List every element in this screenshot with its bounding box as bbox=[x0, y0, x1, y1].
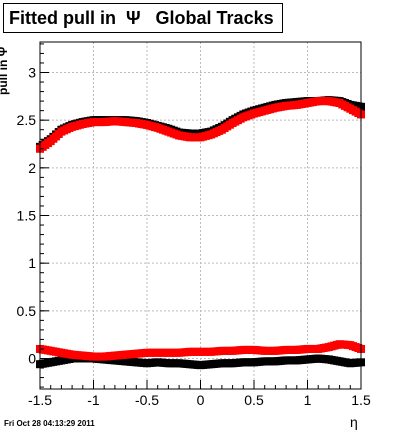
x-tick-label: 1 bbox=[304, 392, 312, 408]
x-tick-label: 0.5 bbox=[244, 392, 264, 408]
series-layer bbox=[36, 96, 365, 370]
x-tick-label: -0.5 bbox=[135, 392, 159, 408]
y-tick-label: 1.5 bbox=[17, 208, 37, 224]
x-tick-label: -1.5 bbox=[28, 392, 52, 408]
axis-ticks: -1.5 -1 -0.5 0 0.5 1 1.5 0 0.5 1 1.5 2 2.5 3 bbox=[17, 43, 371, 408]
y-tick-label: 2 bbox=[28, 160, 36, 176]
x-axis-label: η bbox=[350, 414, 358, 430]
y-tick-label: 3 bbox=[28, 65, 36, 81]
y-tick-label: 0 bbox=[28, 350, 36, 366]
y-tick-label: 1 bbox=[28, 255, 36, 271]
x-tick-label: -1 bbox=[87, 392, 100, 408]
x-tick-label: 1.5 bbox=[351, 392, 371, 408]
title-box: Fitted pull in Ψ Global Tracks bbox=[3, 3, 283, 33]
grid bbox=[39, 42, 362, 389]
series-3 bbox=[36, 340, 365, 361]
y-tick-label: 2.5 bbox=[17, 112, 37, 128]
x-tick-label: 0 bbox=[197, 392, 205, 408]
chart-title: Fitted pull in Ψ Global Tracks bbox=[9, 8, 274, 28]
timestamp: Fri Oct 28 04:13:29 2011 bbox=[4, 419, 95, 428]
y-axis-label: pull in Ψ bbox=[0, 47, 10, 95]
y-tick-label: 0.5 bbox=[17, 303, 37, 319]
series-1 bbox=[36, 97, 365, 153]
